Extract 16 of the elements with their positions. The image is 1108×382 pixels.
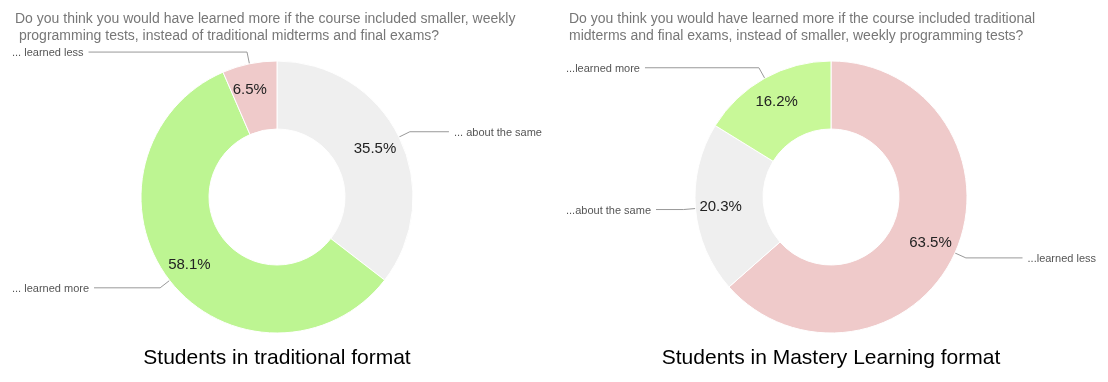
slice-label: ...learned more	[566, 61, 640, 74]
slice-label: ...learned less	[1027, 251, 1097, 264]
chart-title: Do you think you would have learned more if the course included smaller, weekly programming tests, instead of traditional midterms and final exams?	[15, 9, 516, 43]
slice-label: ... learned less	[12, 46, 85, 59]
text: Students in traditional format	[143, 345, 411, 368]
slice-label: ... about the same	[453, 125, 542, 138]
data-label: 6.5%	[232, 80, 267, 98]
slice-label: ...about the same	[566, 203, 651, 216]
slice-label: ... learned more	[12, 281, 90, 294]
data-label: 16.2%	[755, 91, 798, 109]
data-label: 63.5%	[909, 233, 952, 251]
data-label: 35.5%	[353, 139, 397, 157]
data-label: 58.1%	[168, 255, 211, 273]
text: Students in Mastery Learning format	[661, 345, 1001, 368]
chart-title: Do you think you would have learned more if the course included traditional midterms and final exams, instead of smaller, weekly programming tests?	[569, 9, 1040, 43]
data-label: 20.3%	[699, 197, 742, 215]
